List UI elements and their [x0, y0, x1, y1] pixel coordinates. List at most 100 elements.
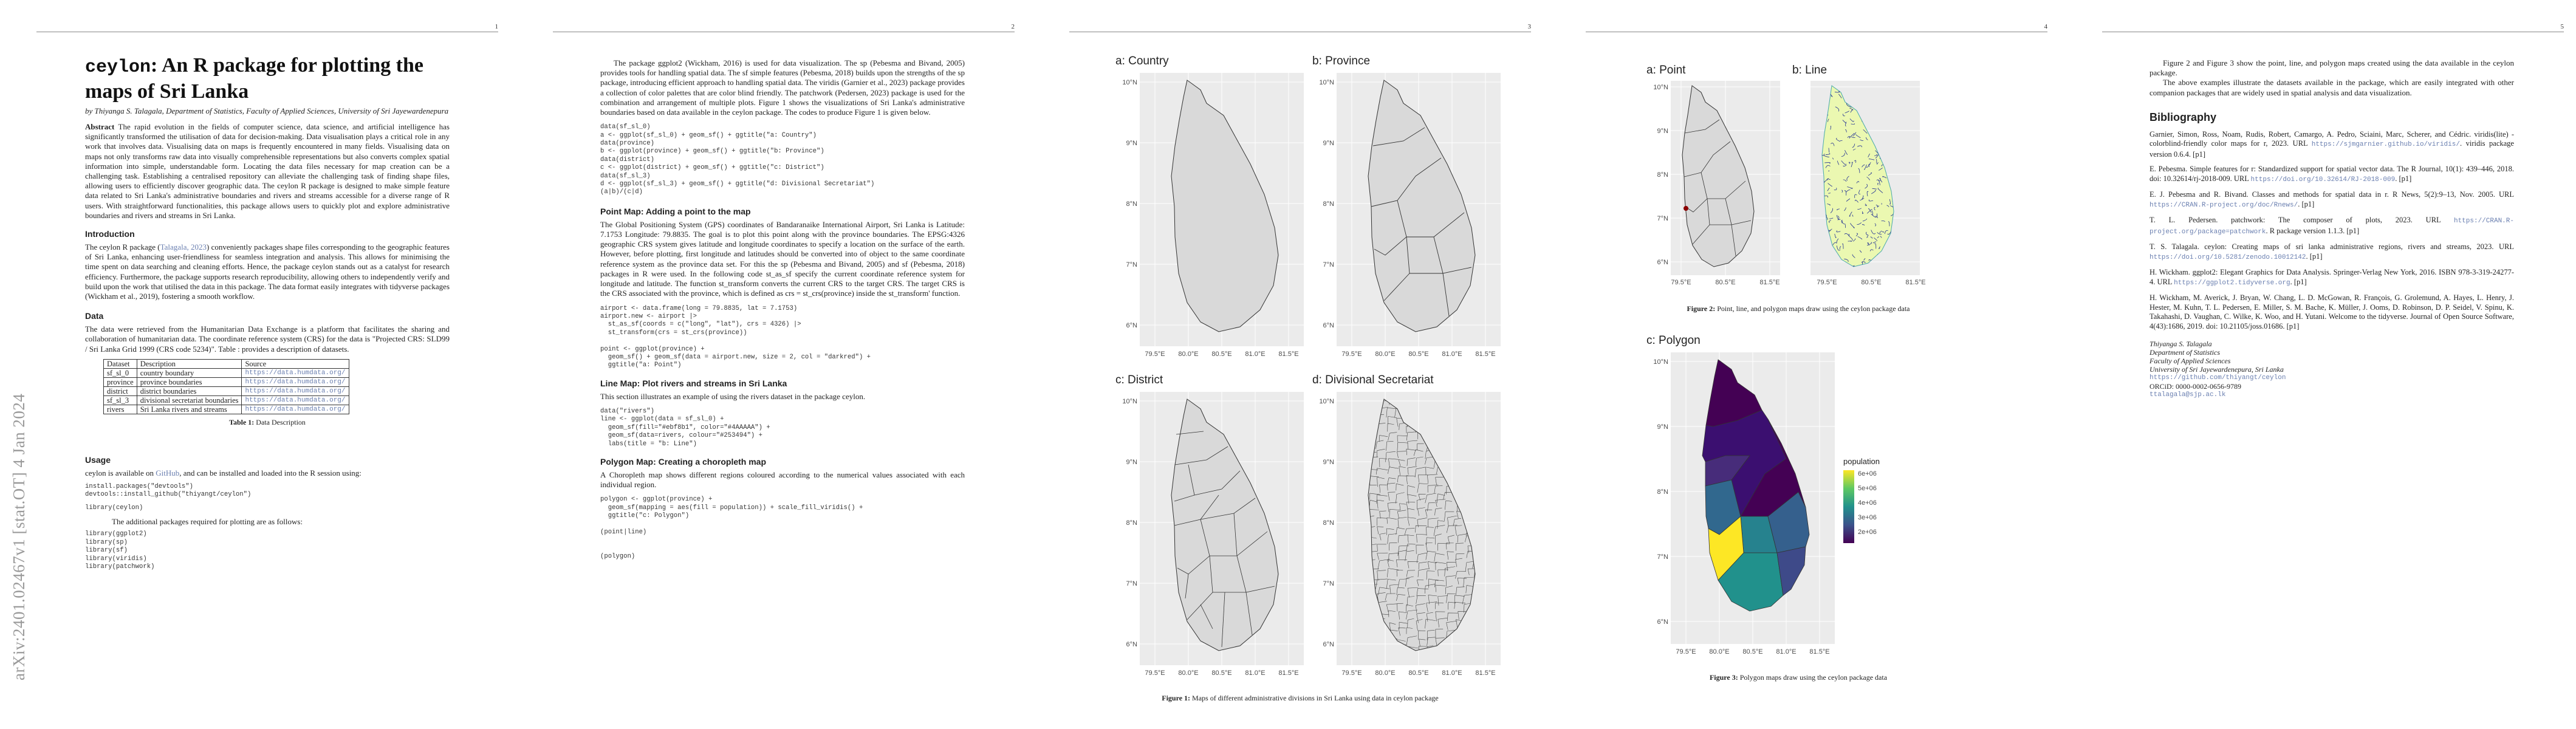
- divisional-boundary: [1377, 448, 1385, 458]
- table-link[interactable]: https://data.humdata.org/: [241, 395, 349, 405]
- table-link[interactable]: https://data.humdata.org/: [241, 377, 349, 387]
- river-segment: [1866, 231, 1869, 236]
- panel-title: c: Polygon: [1646, 334, 1701, 347]
- river-segment: [1862, 218, 1868, 222]
- river-segment: [1848, 241, 1852, 242]
- divisional-boundary: [1407, 508, 1415, 518]
- packages-description: The package ggplot2 (Wickham, 2016) is u…: [600, 58, 965, 117]
- bib-url[interactable]: https://doi.org/10.5281/zenodo.10012142: [2150, 253, 2306, 261]
- table-link[interactable]: https://data.humdata.org/: [241, 386, 349, 396]
- svg-text:6°N: 6°N: [1126, 641, 1138, 648]
- svg-text:10°N: 10°N: [1319, 79, 1334, 86]
- river-segment: [1822, 154, 1824, 156]
- river-segment: [1823, 153, 1830, 158]
- divisional-boundary: [1388, 610, 1396, 617]
- address-line: Department of Statistics: [2150, 348, 2220, 357]
- divisional-boundary: [1433, 525, 1445, 536]
- svg-text:80.5°E: 80.5°E: [1211, 351, 1231, 358]
- river-segment: [1825, 165, 1831, 168]
- address-link[interactable]: https://github.com/thiyangt/ceylon: [2150, 374, 2286, 382]
- table-cell: district boundaries: [136, 386, 242, 396]
- svg-text:9°N: 9°N: [1657, 128, 1669, 135]
- divisional-boundary: [1406, 609, 1418, 620]
- divisional-boundary: [1407, 440, 1418, 450]
- svg-text:80.0°E: 80.0°E: [1178, 669, 1198, 677]
- svg-text:8°N: 8°N: [1126, 519, 1138, 527]
- panel-title: a: Point: [1646, 64, 1686, 77]
- river-segment: [1855, 199, 1858, 203]
- github-link[interactable]: GitHub: [156, 468, 180, 477]
- svg-text:9°N: 9°N: [1126, 140, 1138, 147]
- email-link[interactable]: ttalagala@sjp.ac.lk: [2150, 391, 2226, 399]
- province-southern: [1718, 552, 1784, 612]
- svg-text:6°N: 6°N: [1657, 259, 1669, 266]
- divisional-boundary: [1457, 578, 1467, 585]
- svg-text:7°N: 7°N: [1126, 580, 1138, 587]
- orcid[interactable]: ORCiD: 0000-0002-0656-9789: [2150, 382, 2241, 391]
- divisional-boundary: [1396, 483, 1404, 491]
- svg-text:81.5°E: 81.5°E: [1759, 279, 1780, 286]
- page-number: 3: [1527, 23, 1532, 30]
- code-block-library: library(ceylon): [85, 504, 143, 512]
- bib-url[interactable]: https://doi.org/10.32614/RJ-2018-009: [2250, 176, 2396, 183]
- svg-text:8°N: 8°N: [1657, 171, 1669, 179]
- divisional-boundary: [1416, 588, 1429, 597]
- divisional-boundary: [1462, 594, 1472, 604]
- bib-url[interactable]: https://CRAN.R-project.org/package=patch…: [2150, 217, 2514, 236]
- bib-url[interactable]: https://CRAN.R-project.org/doc/Rnews/: [2150, 201, 2298, 209]
- river-segment: [1848, 236, 1853, 241]
- usage-paragraph: ceylon is available on GitHub, and can b…: [85, 468, 361, 477]
- river-segment: [1879, 231, 1881, 234]
- divisional-boundary: [1396, 559, 1407, 567]
- divisional-boundary: [1437, 595, 1448, 606]
- table-link[interactable]: https://data.humdata.org/: [241, 404, 349, 414]
- svg-text:9°N: 9°N: [1657, 423, 1669, 431]
- river-segment: [1845, 129, 1847, 132]
- river-segment: [1858, 190, 1861, 194]
- bib-url[interactable]: https://ggplot2.tidyverse.org: [2174, 279, 2290, 287]
- river-segment: [1865, 204, 1867, 206]
- river-segment: [1851, 137, 1855, 138]
- code-block-packages: library(ggplot2) library(sp) library(sf)…: [85, 530, 155, 571]
- river-segment: [1837, 160, 1840, 165]
- river-segment: [1829, 217, 1834, 219]
- code-block-figure1: data(sf_sl_0) a <- ggplot(sf_sl_0) + geo…: [600, 123, 875, 196]
- lon-labels: 79.5°E 80.0°E 80.5°E 81.0°E 81.5°E: [1145, 351, 1298, 358]
- paper-title: ceylon: An R package for plotting the ma…: [85, 54, 423, 103]
- table-cell: province boundaries: [136, 377, 242, 387]
- bib-url[interactable]: https://sjmgarnier.github.io/viridis/: [2311, 141, 2460, 149]
- river-segment: [1828, 220, 1831, 223]
- svg-text:10°N: 10°N: [1319, 398, 1334, 405]
- divisional-boundary: [1389, 542, 1397, 551]
- divisional-boundary: [1418, 494, 1426, 501]
- page-number: 1: [495, 23, 499, 30]
- intro-paragraph: The ceylon R package (Talagala, 2023) co…: [85, 242, 450, 301]
- river-segment: [1828, 183, 1832, 187]
- legend-title: population: [1843, 457, 1880, 466]
- svg-text:79.5°E: 79.5°E: [1671, 279, 1691, 286]
- divisional-boundary: [1388, 553, 1400, 562]
- river-segment: [1827, 204, 1831, 206]
- divisional-boundary: [1405, 576, 1414, 587]
- code-block-install: install.packages("devtools") devtools::i…: [85, 483, 252, 499]
- citation-link[interactable]: Talagala, 2023: [160, 242, 207, 252]
- river-segment: [1866, 191, 1869, 197]
- river-segment: [1825, 153, 1831, 155]
- divisional-boundary: [1417, 518, 1428, 527]
- divisional-boundary: [1385, 451, 1396, 462]
- river-segment: [1846, 198, 1851, 202]
- svg-text:8°N: 8°N: [1657, 488, 1669, 496]
- svg-text:5e+06: 5e+06: [1858, 485, 1877, 492]
- bibliography-heading: Bibliography: [2150, 111, 2217, 123]
- river-segment: [1884, 230, 1888, 234]
- river-segment: [1850, 109, 1854, 113]
- divisional-boundary: [1379, 484, 1387, 493]
- river-segment: [1874, 154, 1878, 156]
- divisional-boundary: [1407, 485, 1416, 496]
- map-province: 10°N 9°N 8°N 7°N 6°N 79.5°E 80.0°E 80.5°E 81.0°…: [1319, 73, 1501, 358]
- divisional-boundary: [1388, 467, 1399, 474]
- divisional-boundary: [1418, 630, 1426, 640]
- code-block-point: airport <- data.frame(long = 79.8835, la…: [600, 304, 871, 369]
- table-link[interactable]: https://data.humdata.org/: [241, 368, 349, 378]
- divisional-boundary: [1419, 638, 1426, 646]
